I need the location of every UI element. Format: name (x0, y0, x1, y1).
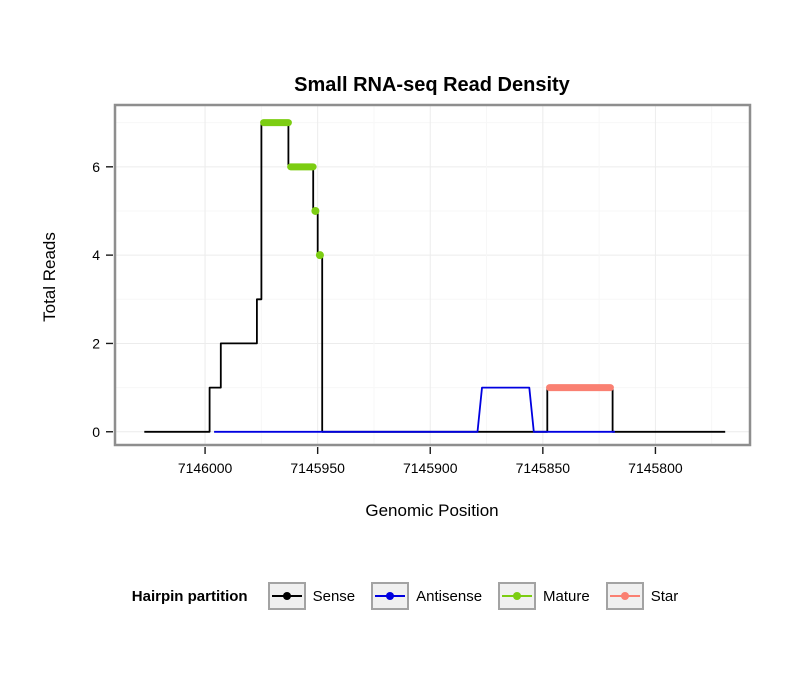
x-tick-label: 7145800 (628, 460, 683, 476)
point-mature (311, 206, 320, 215)
series-antisense (214, 386, 615, 433)
read-density-chart: Small RNA-seq Read Density 7146000 714595… (40, 74, 752, 520)
legend-key-mature (498, 582, 537, 610)
legend-label-sense: Sense (312, 587, 356, 605)
legend-item-sense: Sense (267, 582, 356, 610)
legend-key-star (605, 582, 644, 610)
legend-label-mature: Mature (543, 587, 590, 605)
y-tick-label: 0 (92, 424, 100, 440)
legend-label-antisense: Antisense (416, 587, 483, 605)
x-tick-label: 7145900 (403, 460, 458, 476)
chart-title: Small RNA-seq Read Density (294, 74, 571, 96)
sense-line-icon (271, 592, 302, 600)
x-tick-label: 7145950 (290, 460, 345, 476)
y-tick-label: 6 (92, 159, 100, 175)
legend-label-star: Star (650, 587, 679, 605)
legend-item-star: Star (605, 582, 679, 610)
star-line-icon (609, 592, 640, 600)
legend-key-antisense (371, 582, 410, 610)
x-tick-label: 7145850 (516, 460, 571, 476)
legend-key-sense (267, 582, 306, 610)
legend-item-antisense: Antisense (371, 582, 482, 610)
legend: Hairpin partition Sense Antisense (0, 582, 810, 610)
legend-title: Hairpin partition (131, 587, 248, 605)
y-axis-label: Total Reads (40, 232, 59, 322)
mature-line-icon (502, 592, 533, 600)
axis-ticks: 7146000 7145950 7145900 7145850 7145800 0 2 4 6 (92, 159, 683, 476)
x-tick-label: 7146000 (178, 460, 233, 476)
point-mature (315, 251, 324, 260)
antisense-line-icon (375, 592, 406, 600)
x-axis-label: Genomic Position (365, 501, 498, 520)
panel-border (113, 103, 752, 447)
y-tick-label: 4 (92, 247, 100, 263)
y-tick-label: 2 (92, 335, 100, 351)
chart-layers: 7146000 7145950 7145900 7145850 7145800 0 2 4 6 (92, 103, 752, 476)
legend-item-mature: Mature (498, 582, 590, 610)
